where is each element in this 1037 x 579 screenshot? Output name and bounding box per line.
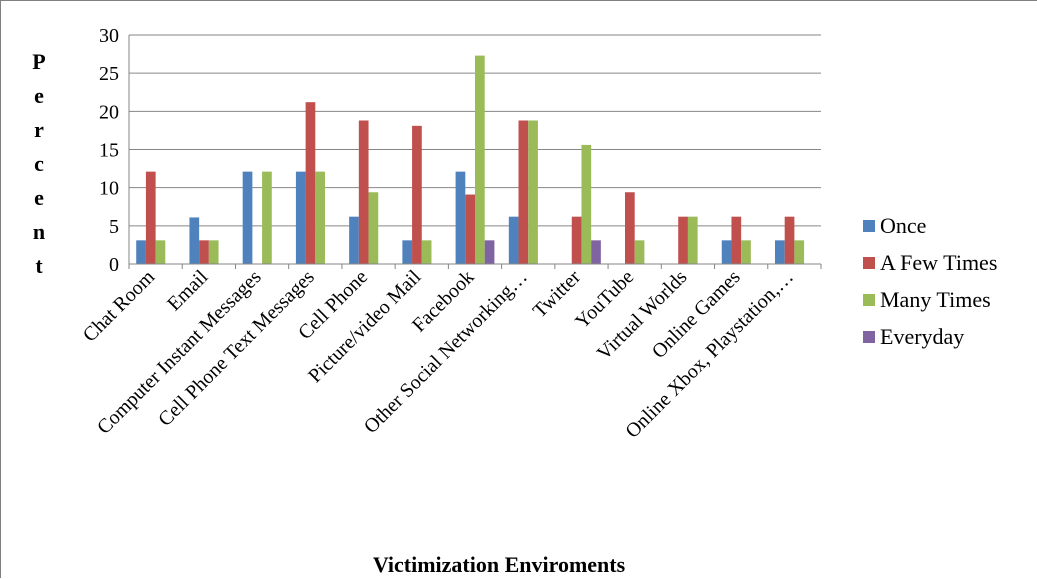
bar-a-few-times — [305, 102, 316, 264]
x-category-label: Email — [163, 266, 213, 316]
bar-many-times — [315, 171, 326, 264]
bar-everyday — [484, 240, 495, 264]
y-axis-label-letter: e — [34, 83, 44, 108]
y-axis-label-letter: P — [32, 49, 45, 74]
bar-a-few-times — [731, 216, 742, 264]
y-axis-label-letter: e — [34, 185, 44, 210]
bar-many-times — [634, 240, 645, 264]
bars — [136, 55, 805, 264]
bar-once — [136, 240, 146, 264]
y-tick-label: 25 — [99, 63, 119, 85]
legend-entry: Everyday — [880, 324, 964, 349]
legend-entry: Once — [880, 213, 926, 238]
x-category-label: Chat Room — [79, 266, 160, 347]
y-axis-label-letter: c — [34, 151, 44, 176]
bar-once — [455, 171, 466, 264]
bar-many-times — [155, 240, 166, 264]
legend-entry: Many Times — [880, 287, 991, 312]
bar-everyday — [591, 240, 601, 264]
bar-many-times — [475, 55, 485, 264]
bar-many-times — [208, 240, 219, 264]
y-tick-label: 30 — [99, 25, 119, 47]
y-axis-label-letter: n — [33, 219, 45, 244]
y-tick-labels: 0 5 10 15 20 25 30 — [99, 25, 119, 276]
bar-once — [402, 240, 413, 264]
bar-many-times — [581, 144, 592, 264]
bar-once — [721, 240, 732, 264]
bar-many-times — [421, 240, 432, 264]
bar-a-few-times — [465, 194, 475, 264]
bar-a-few-times — [518, 120, 529, 264]
legend-swatch — [863, 220, 875, 232]
bar-many-times — [368, 192, 379, 264]
bar-many-times — [687, 216, 698, 264]
bar-a-few-times — [678, 216, 688, 264]
bar-a-few-times — [199, 240, 209, 264]
bar-a-few-times — [784, 216, 795, 264]
bar-many-times — [741, 240, 751, 264]
bar-a-few-times — [358, 120, 369, 264]
bar-once — [242, 171, 253, 264]
y-tick-label: 5 — [109, 216, 119, 238]
x-axis-label: Victimization Enviroments — [373, 552, 626, 577]
bar-once — [774, 240, 785, 264]
y-tick-label: 20 — [99, 101, 119, 123]
legend-swatch — [863, 294, 875, 306]
legend-swatch — [863, 257, 875, 269]
bar-once — [508, 216, 519, 264]
axes — [128, 35, 822, 269]
legend-swatch — [863, 331, 875, 343]
y-axis-label-letter: r — [34, 117, 44, 142]
bar-a-few-times — [145, 171, 156, 264]
y-tick-label: 10 — [99, 178, 119, 200]
bar-a-few-times — [624, 192, 635, 264]
y-tick-label: 0 — [109, 254, 119, 276]
bar-a-few-times — [412, 125, 422, 264]
bar-many-times — [794, 240, 805, 264]
y-tick-label: 15 — [99, 140, 119, 162]
y-axis-label-letter: t — [35, 253, 43, 278]
legend-entry: A Few Times — [880, 250, 997, 275]
legend: Once A Few Times Many Times Everyday — [863, 213, 997, 349]
bar-once — [189, 217, 200, 264]
bar-once — [295, 171, 306, 264]
bar-many-times — [528, 120, 538, 264]
bar-once — [349, 216, 359, 264]
bar-a-few-times — [571, 216, 582, 264]
bar-many-times — [262, 171, 272, 264]
